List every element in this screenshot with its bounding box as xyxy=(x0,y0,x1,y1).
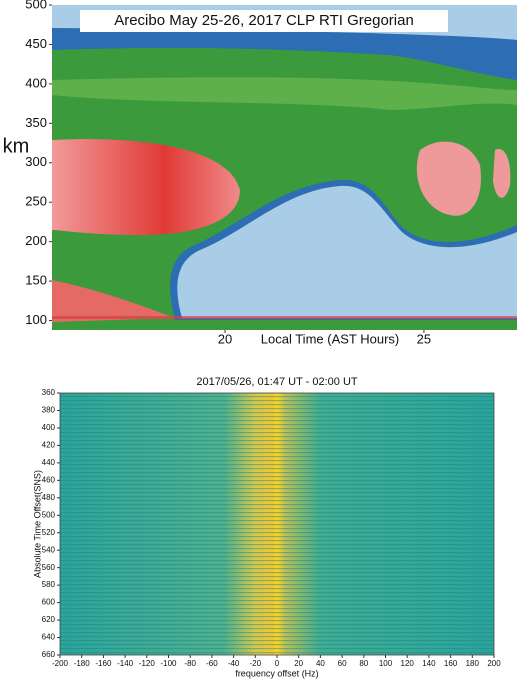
y-tick-label: 500 xyxy=(25,0,47,11)
x-tick-label: 80 xyxy=(359,659,368,668)
y-tick-label: 150 xyxy=(25,273,47,288)
x-tick-label: 20 xyxy=(294,659,303,668)
x-tick-label: 40 xyxy=(316,659,325,668)
y-tick-label: 400 xyxy=(25,75,47,90)
rti-field xyxy=(52,5,518,330)
y-tick-label: 560 xyxy=(42,563,56,572)
x-tick-label: 180 xyxy=(466,659,480,668)
x-tick-label: 200 xyxy=(487,659,501,668)
y-tick-label: 480 xyxy=(42,493,56,502)
x-tick-label: 60 xyxy=(338,659,347,668)
x-tick-label: -140 xyxy=(117,659,134,668)
x-tick-label: -20 xyxy=(250,659,262,668)
y-tick-label: 580 xyxy=(42,580,56,589)
chart-title: 2017/05/26, 01:47 UT - 02:00 UT xyxy=(196,376,358,388)
y-tick-label: 200 xyxy=(25,233,47,248)
spectrogram-field xyxy=(60,393,494,655)
x-tick-label: -200 xyxy=(52,659,69,668)
x-tick-label: -40 xyxy=(228,659,240,668)
y-tick-label: 350 xyxy=(25,115,47,130)
y-axis-label: km xyxy=(3,135,30,157)
y-tick-label: 540 xyxy=(42,545,56,554)
y-tick-label: 450 xyxy=(25,36,47,51)
x-tick-label: -60 xyxy=(206,659,218,668)
x-axis-label: Local Time (AST Hours) xyxy=(261,331,399,346)
y-tick-label: 300 xyxy=(25,154,47,169)
x-tick-label: 25 xyxy=(417,331,431,346)
y-tick-label: 420 xyxy=(42,441,56,450)
x-tick-label: -80 xyxy=(184,659,196,668)
y-tick-label: 600 xyxy=(42,598,56,607)
x-tick-label: -120 xyxy=(139,659,156,668)
y-tick-label: 360 xyxy=(42,388,56,397)
y-tick-label: 460 xyxy=(42,475,56,484)
y-tick-label: 520 xyxy=(42,528,56,537)
x-tick-label: -100 xyxy=(160,659,177,668)
x-tick-label: -160 xyxy=(95,659,112,668)
x-tick-label: 120 xyxy=(401,659,415,668)
y-tick-label: 250 xyxy=(25,194,47,209)
y-tick-label: 100 xyxy=(25,312,47,327)
x-tick-label: 100 xyxy=(379,659,393,668)
chart-title: Arecibo May 25-26, 2017 CLP RTI Gregoria… xyxy=(114,12,414,29)
x-tick-label: 160 xyxy=(444,659,458,668)
x-tick-label: -180 xyxy=(74,659,91,668)
y-tick-label: 400 xyxy=(42,423,56,432)
y-tick-label: 440 xyxy=(42,458,56,467)
x-tick-label: 0 xyxy=(275,659,280,668)
title-box xyxy=(80,10,448,32)
x-tick-label: 20 xyxy=(218,331,232,346)
y-axis-label: Absolute Time Offset(SNS) xyxy=(32,470,42,578)
y-tick-label: 500 xyxy=(42,510,56,519)
y-tick-label: 380 xyxy=(42,406,56,415)
y-tick-label: 640 xyxy=(42,633,56,642)
y-tick-label: 620 xyxy=(42,615,56,624)
x-tick-label: 140 xyxy=(422,659,436,668)
x-axis-label: frequency offset (Hz) xyxy=(235,668,318,678)
y-tick-label: 660 xyxy=(42,650,56,659)
